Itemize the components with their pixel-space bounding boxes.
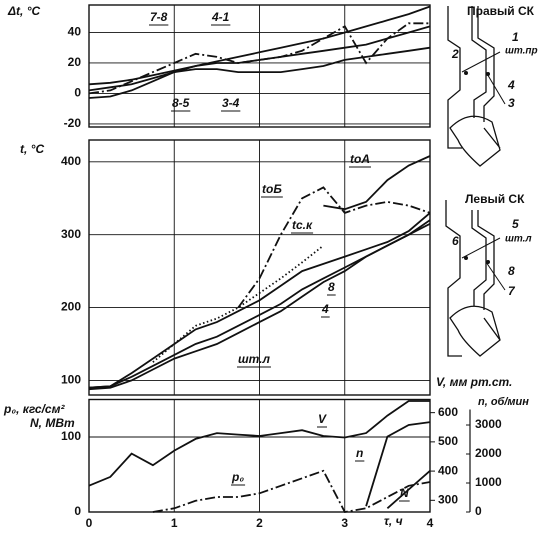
series-label: n [356,446,363,460]
y-axis-title: N, МВт [30,416,75,430]
series-label: tоА [350,152,370,166]
diagram-label: 2 [451,47,459,61]
y-tick-label: 200 [61,300,81,314]
diagram-label: шт.л [505,234,532,245]
y3-tick-label: 2000 [475,446,502,460]
y2-tick-label: 500 [438,434,458,448]
y-tick-label: 20 [68,55,82,69]
x-tick-label: 4 [427,516,434,530]
diagram-outline [445,200,495,357]
y-tick-label: 40 [68,25,82,39]
y3-tick-label: 0 [475,504,482,518]
y2-tick-label: 600 [438,405,458,419]
series-label: 8 [328,280,335,294]
diagram-title: Правый СК [467,4,535,18]
series-line [88,46,431,92]
series-line [88,222,431,391]
diagram-label: 4 [507,78,515,92]
diagram-outline [447,6,495,149]
y-tick-label: 0 [74,86,81,100]
y-tick-label: 300 [61,227,81,241]
diagram-left: Левый СК 5 шт.л 6 8 7 [445,192,532,357]
series-label: tоБ [262,182,282,196]
series-line [323,155,431,211]
series-line [386,470,431,509]
diagram-label: 1 [512,30,519,44]
series-line [88,22,430,95]
x-tick-label: 2 [256,516,263,530]
diagram-label: 3 [508,96,515,110]
diagram-title: Левый СК [465,192,525,206]
y-axis-title: Δt, °C [7,4,41,18]
diagram-label: шт.пр [505,46,538,57]
y-axis-title: p₀, кгс/см² [3,402,65,416]
series-label: шт.л [238,352,271,366]
y-tick-label: 100 [61,373,81,387]
series-label: 4-1 [211,10,230,24]
series-line [152,469,431,513]
y-tick-label: 0 [74,504,81,518]
y-tick-label: 100 [61,429,81,443]
diagram-label: 7 [508,284,516,298]
y3-tick-label: 1000 [475,475,502,489]
y-tick-label: -20 [64,116,82,130]
y2-tick-label: 400 [438,463,458,477]
series-line [152,244,324,363]
diagram-label: 6 [452,234,459,248]
series-label: p₀ [231,470,244,484]
y-axis-title: t, °C [20,142,44,156]
diagram-leader [485,71,506,105]
diagram-leader [461,51,501,73]
x-tick-label: 1 [171,516,178,530]
series-label: N [400,486,409,500]
x-tick-label: 0 [86,516,93,530]
series-line [365,421,431,507]
series-line [88,212,431,389]
series-label: 8-5 [172,96,190,110]
diagram-point [486,260,490,264]
series-line [237,186,431,309]
x-tick-label: 3 [341,516,348,530]
x-axis-title: τ, ч [384,514,403,528]
diagram-point [464,71,468,75]
diagram-leader [461,237,501,259]
diagram-pipe [449,115,501,167]
series-label: tс.к [292,218,313,232]
series-label: 3-4 [222,96,240,110]
diagram-pipe [449,305,501,357]
diagram-label: 8 [508,264,515,278]
y3-axis-title: n, об/мин [478,396,529,408]
diagram-label: 5 [512,217,519,231]
y2-tick-label: 300 [438,492,458,506]
series-line [88,5,431,86]
y-tick-label: 400 [61,154,81,168]
diagram-right: Правый СК 1 шт.пр 2 4 3 [447,4,538,167]
y3-tick-label: 3000 [475,417,502,431]
series-label: 4 [321,302,329,316]
diagram-point [464,256,468,260]
series-line [88,25,431,99]
y2-axis-title: V, мм рт.ст. [436,375,512,389]
diagram-leader [485,261,506,291]
series-label: V [318,412,327,426]
series-label: 7-8 [150,10,168,24]
series-line [88,400,430,487]
diagram-point [486,72,490,76]
